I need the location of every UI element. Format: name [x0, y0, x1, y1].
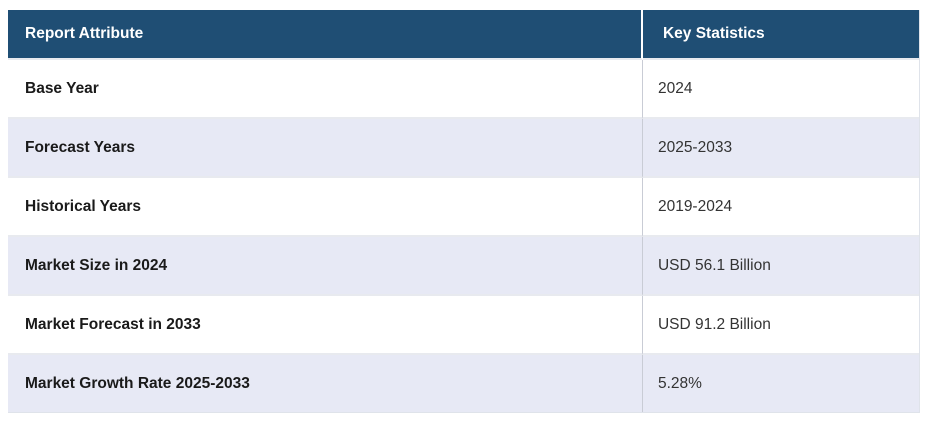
- column-header-report-attribute: Report Attribute: [8, 10, 643, 60]
- value-cell: 2024: [642, 60, 919, 119]
- table-row: Forecast Years 2025-2033: [8, 119, 919, 178]
- attribute-cell: Forecast Years: [8, 119, 643, 178]
- value-cell: USD 56.1 Billion: [642, 237, 919, 296]
- table-row: Base Year 2024: [8, 60, 919, 119]
- value-cell: 2019-2024: [642, 178, 919, 237]
- value-cell: 5.28%: [642, 355, 919, 412]
- value-cell: USD 91.2 Billion: [642, 296, 919, 355]
- attribute-cell: Market Size in 2024: [8, 237, 643, 296]
- attribute-cell: Market Growth Rate 2025-2033: [8, 355, 643, 412]
- value-cell: 2025-2033: [642, 119, 919, 178]
- attribute-cell: Historical Years: [8, 178, 643, 237]
- table-row: Market Growth Rate 2025-2033 5.28%: [8, 355, 919, 412]
- report-summary-table: Report Attribute Key Statistics Base Yea…: [8, 10, 920, 413]
- table-row: Market Size in 2024 USD 56.1 Billion: [8, 237, 919, 296]
- table-row: Historical Years 2019-2024: [8, 178, 919, 237]
- table-row: Market Forecast in 2033 USD 91.2 Billion: [8, 296, 919, 355]
- column-header-key-statistics: Key Statistics: [642, 10, 919, 60]
- attribute-cell: Base Year: [8, 60, 643, 119]
- attribute-cell: Market Forecast in 2033: [8, 296, 643, 355]
- header-row: Report Attribute Key Statistics: [8, 10, 919, 60]
